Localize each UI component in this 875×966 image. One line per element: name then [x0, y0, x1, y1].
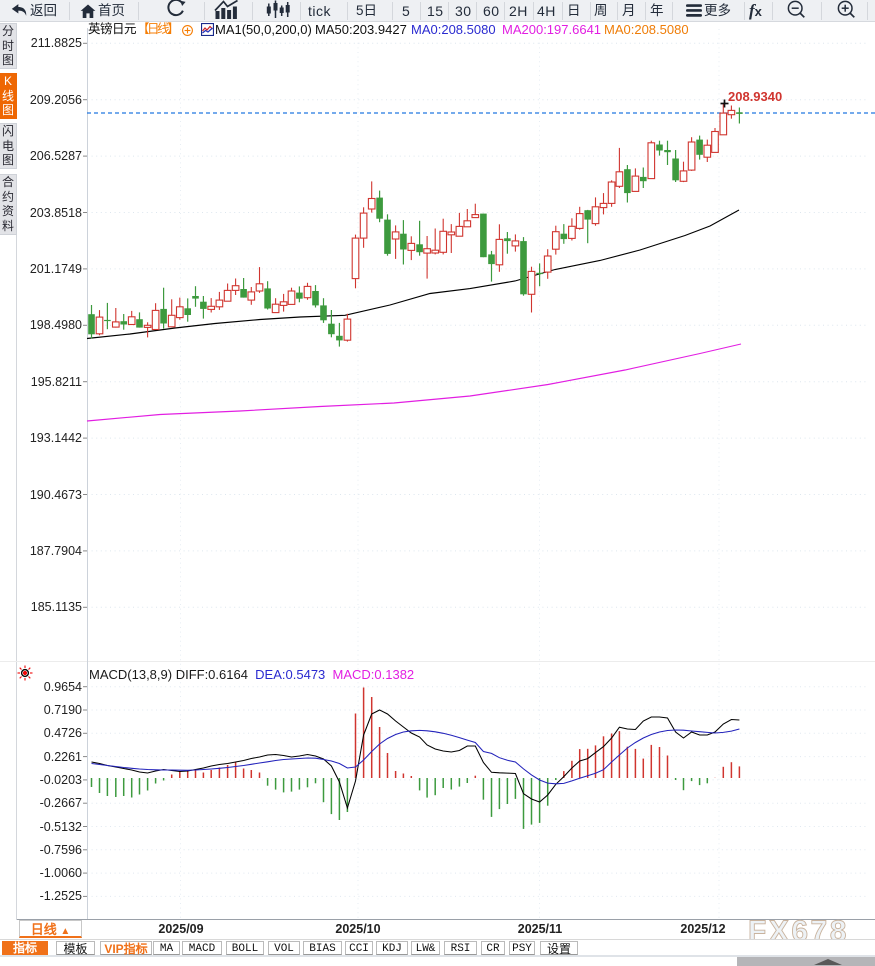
svg-text:208.9340: 208.9340 [728, 89, 782, 104]
